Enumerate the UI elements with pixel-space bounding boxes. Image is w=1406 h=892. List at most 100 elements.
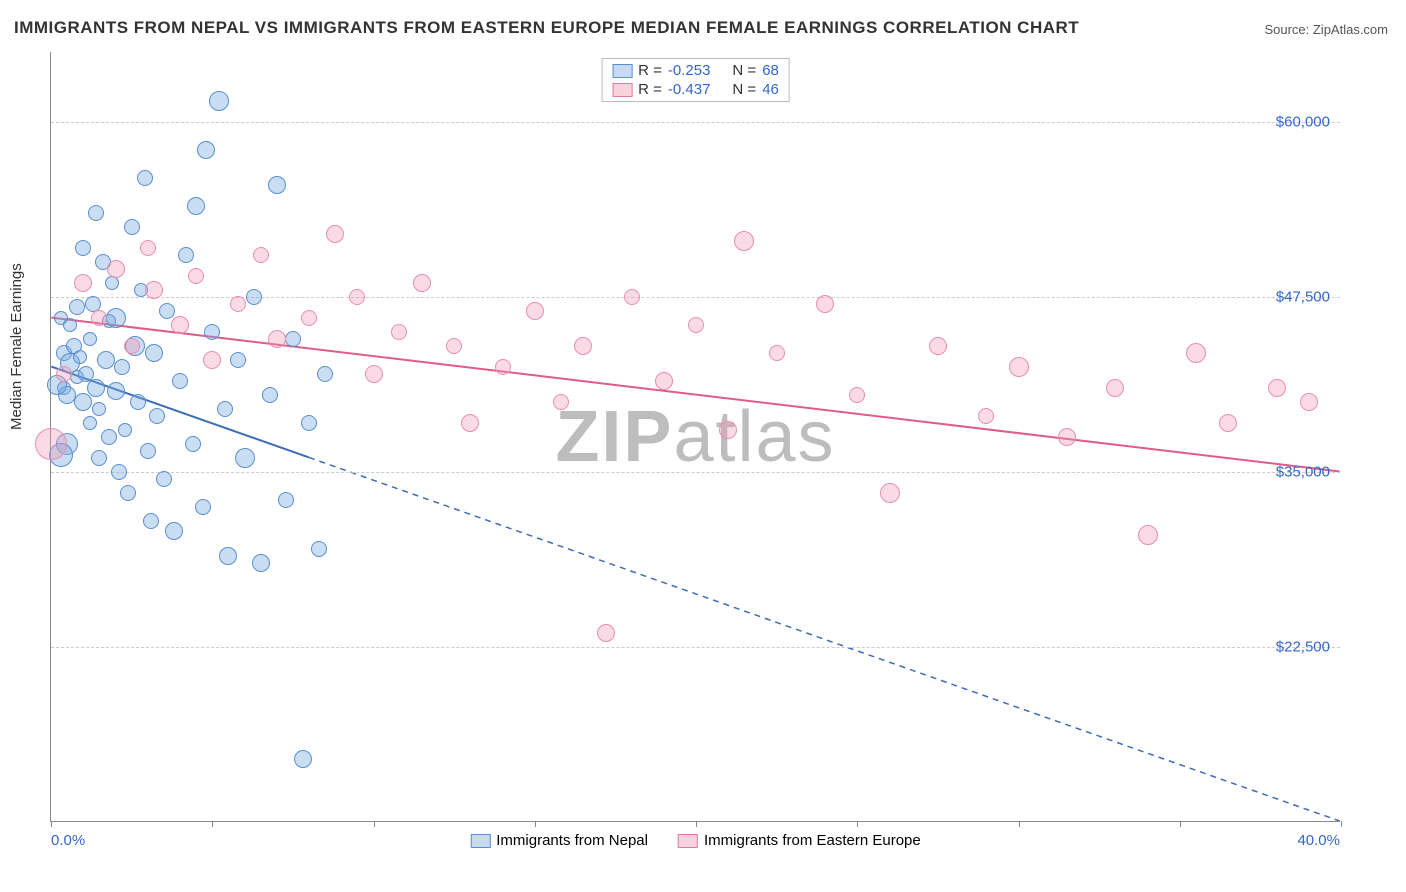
data-point (209, 91, 229, 111)
legend-row: R =-0.437N =46 (612, 81, 779, 98)
data-point (88, 205, 104, 221)
data-point (252, 554, 270, 572)
r-label: R = (638, 62, 662, 79)
data-point (124, 338, 140, 354)
data-point (268, 330, 286, 348)
legend-swatch (678, 834, 698, 848)
data-point (391, 324, 407, 340)
data-point (526, 302, 544, 320)
legend-label: Immigrants from Eastern Europe (704, 832, 921, 849)
legend-swatch (470, 834, 490, 848)
source-label: Source: (1264, 22, 1312, 37)
data-point (880, 483, 900, 503)
chart-plot-area: ZIPatlas R =-0.253N =68R =-0.437N =46 Im… (50, 52, 1340, 822)
data-point (97, 351, 115, 369)
x-tick (212, 821, 213, 827)
data-point (83, 416, 97, 430)
data-point (1106, 379, 1124, 397)
chart-title: IMMIGRANTS FROM NEPAL VS IMMIGRANTS FROM… (14, 18, 1079, 38)
x-tick (535, 821, 536, 827)
data-point (56, 366, 72, 382)
data-point (326, 225, 344, 243)
data-point (816, 295, 834, 313)
data-point (73, 350, 87, 364)
legend-series: Immigrants from Nepal Immigrants from Eas… (470, 832, 920, 849)
data-point (124, 219, 140, 235)
data-point (849, 387, 865, 403)
data-point (349, 289, 365, 305)
data-point (91, 310, 107, 326)
x-axis-max-label: 40.0% (1297, 832, 1340, 849)
data-point (311, 541, 327, 557)
data-point (1186, 343, 1206, 363)
data-point (246, 289, 262, 305)
gridline (51, 297, 1340, 298)
data-point (574, 337, 592, 355)
data-point (165, 522, 183, 540)
y-tick-label: $60,000 (1276, 114, 1330, 131)
data-point (75, 240, 91, 256)
data-point (203, 351, 221, 369)
data-point (253, 247, 269, 263)
n-value: 46 (762, 81, 779, 98)
gridline (51, 647, 1340, 648)
legend-label: Immigrants from Nepal (496, 832, 648, 849)
legend-swatch (612, 64, 632, 78)
data-point (69, 299, 85, 315)
data-point (140, 240, 156, 256)
y-tick-label: $47,500 (1276, 289, 1330, 306)
data-point (734, 231, 754, 251)
data-point (118, 423, 132, 437)
r-value: -0.437 (668, 81, 711, 98)
data-point (553, 394, 569, 410)
x-axis-min-label: 0.0% (51, 832, 85, 849)
data-point (1300, 393, 1318, 411)
data-point (35, 428, 67, 460)
data-point (719, 421, 737, 439)
data-point (230, 352, 246, 368)
y-axis-label: Median Female Earnings (8, 263, 25, 430)
data-point (1268, 379, 1286, 397)
legend-correlation: R =-0.253N =68R =-0.437N =46 (601, 58, 790, 102)
data-point (120, 485, 136, 501)
data-point (655, 372, 673, 390)
x-tick (696, 821, 697, 827)
data-point (217, 401, 233, 417)
data-point (301, 415, 317, 431)
data-point (461, 414, 479, 432)
trend-lines (51, 52, 1340, 821)
data-point (140, 443, 156, 459)
data-point (172, 373, 188, 389)
data-point (301, 310, 317, 326)
data-point (111, 464, 127, 480)
data-point (317, 366, 333, 382)
data-point (87, 379, 105, 397)
data-point (219, 547, 237, 565)
data-point (262, 387, 278, 403)
data-point (107, 260, 125, 278)
data-point (185, 436, 201, 452)
data-point (74, 393, 92, 411)
data-point (74, 274, 92, 292)
data-point (1219, 414, 1237, 432)
data-point (83, 332, 97, 346)
x-tick (857, 821, 858, 827)
y-tick-label: $22,500 (1276, 639, 1330, 656)
data-point (1058, 428, 1076, 446)
data-point (63, 318, 77, 332)
gridline (51, 122, 1340, 123)
data-point (107, 382, 125, 400)
data-point (171, 316, 189, 334)
r-label: R = (638, 81, 662, 98)
data-point (195, 499, 211, 515)
x-tick (1019, 821, 1020, 827)
data-point (294, 750, 312, 768)
data-point (105, 276, 119, 290)
watermark: ZIPatlas (555, 396, 835, 478)
data-point (91, 450, 107, 466)
data-point (769, 345, 785, 361)
data-point (114, 359, 130, 375)
data-point (446, 338, 462, 354)
watermark-bold: ZIP (555, 397, 673, 477)
data-point (106, 308, 126, 328)
